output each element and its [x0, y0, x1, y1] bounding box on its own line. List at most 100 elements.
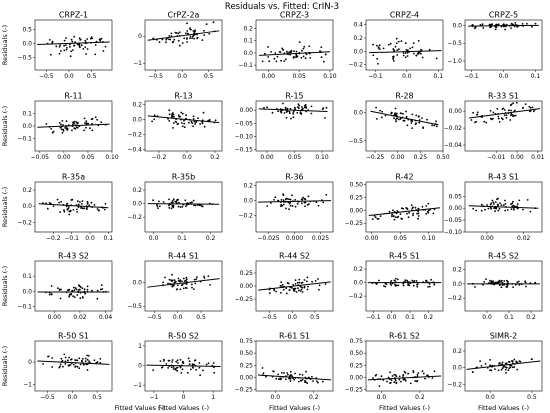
- data-point: [183, 122, 186, 125]
- data-point: [84, 39, 87, 42]
- data-point: [395, 375, 398, 378]
- x-tick-label: 0.000: [286, 235, 303, 242]
- data-point: [88, 360, 90, 363]
- x-tick-label: 0.10: [422, 235, 436, 242]
- y-tick-label: −0.1: [238, 62, 253, 69]
- data-point: [275, 60, 278, 63]
- data-point: [394, 107, 397, 110]
- data-point: [421, 205, 424, 208]
- data-point: [74, 120, 76, 123]
- data-point: [428, 285, 431, 288]
- data-point: [158, 200, 160, 203]
- data-point: [501, 361, 504, 364]
- data-point: [50, 127, 53, 130]
- data-point: [322, 107, 325, 109]
- data-point: [65, 120, 68, 122]
- subplot-r-33-s1: R-33 S1 −0.01 0.00 0.01 −0.04 −0.02 0.00: [444, 92, 545, 162]
- data-point: [292, 110, 295, 113]
- data-point: [157, 207, 159, 210]
- data-point: [501, 108, 504, 111]
- data-point: [81, 359, 83, 362]
- subplot-r-43-s1: R-43 S1 0.00 0.02 −0.10 −0.05 0.00 0.05: [444, 173, 543, 242]
- data-point: [195, 278, 198, 280]
- data-point: [394, 119, 397, 121]
- subplot-r-45-s2: R-45 S2 0.0 0.1 0.2 −0.2 0.0 0.2: [447, 252, 543, 321]
- data-point: [68, 295, 71, 298]
- subplot-r-44-s2: R-44 S2 −0.5 0.0 0.5 −0.25 0.00 0.25: [235, 252, 334, 321]
- data-point: [411, 46, 414, 49]
- data-point: [168, 120, 171, 122]
- data-point: [205, 363, 208, 366]
- data-point: [62, 124, 64, 126]
- data-point: [392, 48, 395, 50]
- data-point: [415, 380, 418, 383]
- data-point: [297, 289, 300, 292]
- data-point: [77, 122, 79, 124]
- x-tick-label: 0.02: [517, 235, 531, 242]
- data-point: [293, 106, 296, 109]
- data-point: [414, 206, 417, 209]
- data-point: [186, 30, 189, 32]
- data-point: [384, 285, 387, 288]
- data-point: [399, 118, 402, 120]
- data-point: [504, 109, 506, 111]
- data-point: [288, 289, 291, 291]
- data-point: [433, 283, 436, 286]
- data-point: [84, 292, 86, 295]
- data-point: [203, 34, 206, 36]
- data-point: [59, 297, 62, 300]
- subplot-crpz-4: CRPZ-4 −0.1 0.0 0.1 −0.2 0.0 0.2 0.4: [348, 11, 444, 80]
- subplot-r-36: R-36 −0.025 0.000 0.025 −0.2 0.0 0.2: [238, 173, 334, 242]
- fit-line: [147, 30, 220, 41]
- data-point: [392, 58, 394, 60]
- x-tick-label: 0.04: [99, 314, 113, 321]
- data-point: [191, 363, 194, 366]
- data-point: [531, 25, 533, 28]
- data-point: [490, 369, 493, 372]
- data-point: [378, 48, 381, 50]
- data-point: [320, 56, 323, 59]
- x-tick-label: −1: [149, 394, 158, 401]
- data-point: [171, 273, 173, 276]
- subplot-title: R-61 S1: [279, 332, 310, 341]
- data-point: [199, 374, 202, 377]
- data-point: [64, 360, 67, 363]
- data-point: [417, 215, 420, 217]
- y-tick-label: 0.0: [132, 279, 142, 286]
- data-point: [213, 371, 216, 374]
- data-point: [374, 216, 377, 219]
- data-point: [510, 112, 513, 115]
- data-point: [285, 58, 287, 61]
- data-point: [411, 279, 414, 282]
- data-point: [373, 215, 376, 217]
- data-point: [428, 48, 431, 51]
- data-point: [83, 129, 85, 132]
- data-point: [184, 199, 187, 202]
- subplot-title: CRPZ-5: [489, 11, 518, 20]
- data-point: [297, 287, 299, 289]
- data-point: [288, 112, 291, 115]
- data-point: [51, 366, 54, 368]
- data-point: [389, 282, 392, 285]
- data-point: [198, 362, 201, 364]
- data-point: [179, 280, 181, 283]
- data-point: [289, 107, 292, 110]
- data-point: [273, 198, 275, 201]
- data-point: [282, 194, 285, 197]
- data-point: [418, 121, 421, 124]
- data-point: [59, 211, 61, 214]
- data-point: [497, 117, 500, 120]
- x-tick-label: −0.2: [46, 235, 61, 242]
- data-point: [375, 374, 378, 376]
- data-point: [77, 206, 80, 209]
- data-point: [534, 281, 537, 284]
- y-tick-label: −0.5: [348, 138, 363, 145]
- data-point: [401, 218, 404, 220]
- x-tick-label: 0.5: [87, 73, 97, 80]
- data-point: [298, 278, 301, 281]
- data-point: [294, 279, 297, 281]
- data-point: [315, 380, 318, 383]
